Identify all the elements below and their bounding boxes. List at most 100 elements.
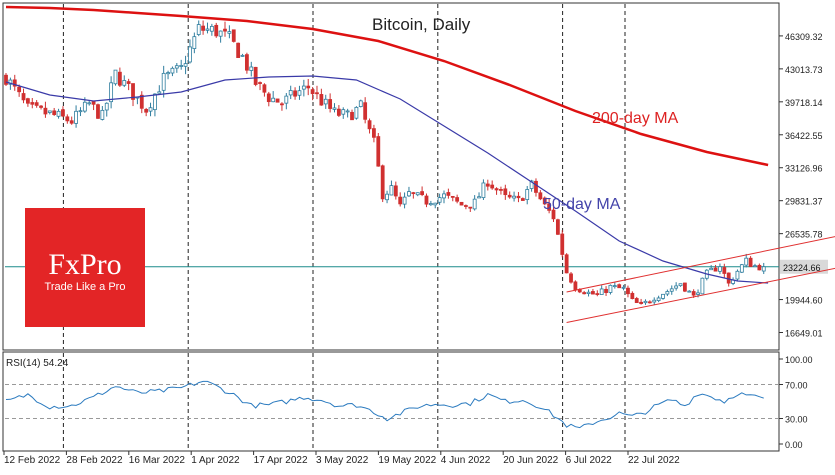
candle-body xyxy=(450,195,455,198)
candle-body xyxy=(669,288,674,292)
candle-body xyxy=(485,183,490,187)
candle-body xyxy=(477,196,481,199)
candle-body xyxy=(411,192,416,195)
logo-text: FxPro xyxy=(48,248,121,281)
candle-body xyxy=(385,193,389,201)
price-label: 16649.01 xyxy=(785,329,823,339)
candle-body xyxy=(179,65,184,67)
candle-body xyxy=(21,93,26,101)
candle-body xyxy=(696,292,700,295)
candle-body xyxy=(43,107,48,115)
time-label: 6 Jul 2022 xyxy=(566,455,613,466)
candle-body xyxy=(249,66,254,71)
candle-body xyxy=(739,264,744,273)
candle-body xyxy=(481,182,486,199)
candle-body xyxy=(69,120,74,124)
current-price-box xyxy=(780,259,828,274)
candle-body xyxy=(104,102,109,111)
candle-body xyxy=(726,272,731,284)
candle-body xyxy=(231,29,236,42)
candle-body xyxy=(61,109,65,117)
candle-body xyxy=(153,93,157,111)
candle-body xyxy=(687,290,692,293)
candle-body xyxy=(244,54,249,71)
rsi-label: 100.00 xyxy=(785,355,813,365)
candle-body xyxy=(499,188,503,191)
candle-body xyxy=(560,233,565,255)
candle-body xyxy=(17,86,22,93)
candle-body xyxy=(288,90,293,96)
candle-body xyxy=(683,282,687,292)
time-label: 4 Jun 2022 xyxy=(441,455,491,466)
candle-body xyxy=(126,81,131,84)
candle-body xyxy=(82,101,87,112)
candle-body xyxy=(643,300,648,304)
candle-body xyxy=(209,25,214,32)
candle-body xyxy=(148,107,153,112)
candle-body xyxy=(157,91,162,94)
candle-body xyxy=(661,293,665,299)
ma50-layer xyxy=(5,75,769,284)
channel-layer xyxy=(566,236,835,323)
candle-body xyxy=(761,266,766,272)
candle-body xyxy=(214,24,219,37)
candle-body xyxy=(117,71,122,86)
candle-body xyxy=(376,136,381,167)
candle-body xyxy=(271,97,276,103)
candle-body xyxy=(183,63,188,67)
candle-body xyxy=(336,108,341,116)
candle-body xyxy=(34,102,39,106)
time-label: 12 Feb 2022 xyxy=(4,455,61,466)
rsi-label: 70.00 xyxy=(785,381,808,391)
candle-body xyxy=(350,111,354,121)
price-axis: 46309.32 43013.73 39718.14 36422.55 33126.96… xyxy=(779,32,823,339)
candle-body xyxy=(87,102,92,105)
candle-body xyxy=(315,92,319,95)
candle-body xyxy=(507,194,512,198)
candle-body xyxy=(691,291,696,296)
rsi-series xyxy=(5,380,764,429)
candle-body xyxy=(586,291,591,294)
time-label: 28 Feb 2022 xyxy=(66,455,123,466)
fxpro-logo: FxPro Trade Like a Pro xyxy=(25,208,145,327)
candle-body xyxy=(555,219,560,235)
candle-body xyxy=(236,42,241,58)
candles-layer xyxy=(4,20,766,306)
candle-body xyxy=(582,292,587,295)
ma50-label: 50-day MA xyxy=(543,196,621,213)
price-label: 26535.78 xyxy=(785,230,823,240)
candle-body xyxy=(328,99,333,109)
candle-body xyxy=(354,106,359,119)
candle-body xyxy=(569,273,573,283)
candle-body xyxy=(380,165,385,200)
candle-body xyxy=(709,267,714,271)
candle-body xyxy=(253,66,258,85)
candle-body xyxy=(538,192,543,200)
candle-body xyxy=(534,180,538,193)
rsi-level-lines xyxy=(5,384,779,419)
candle-body xyxy=(420,191,425,196)
candle-body xyxy=(753,265,757,268)
price-label: 43013.73 xyxy=(785,65,823,75)
candle-body xyxy=(621,286,626,289)
time-label: 3 May 2022 xyxy=(316,455,369,466)
rsi-axis: 100.00 70.00 30.00 0.00 xyxy=(779,355,813,450)
candle-body xyxy=(472,198,477,210)
candle-body xyxy=(674,285,679,289)
candle-body xyxy=(131,83,135,100)
candle-body xyxy=(520,198,525,201)
candle-body xyxy=(258,82,262,84)
candle-body xyxy=(446,192,451,196)
candle-body xyxy=(494,188,499,191)
candle-body xyxy=(161,72,166,91)
candle-body xyxy=(319,94,324,106)
candle-body xyxy=(25,98,30,104)
candle-body xyxy=(358,100,363,107)
candle-body xyxy=(306,85,311,89)
candle-body xyxy=(12,79,17,87)
candle-body xyxy=(284,95,289,104)
price-label: 19944.60 xyxy=(785,296,823,306)
time-label: 17 Apr 2022 xyxy=(254,455,308,466)
vertical-gridlines xyxy=(62,4,626,450)
ma200-layer xyxy=(5,5,769,167)
